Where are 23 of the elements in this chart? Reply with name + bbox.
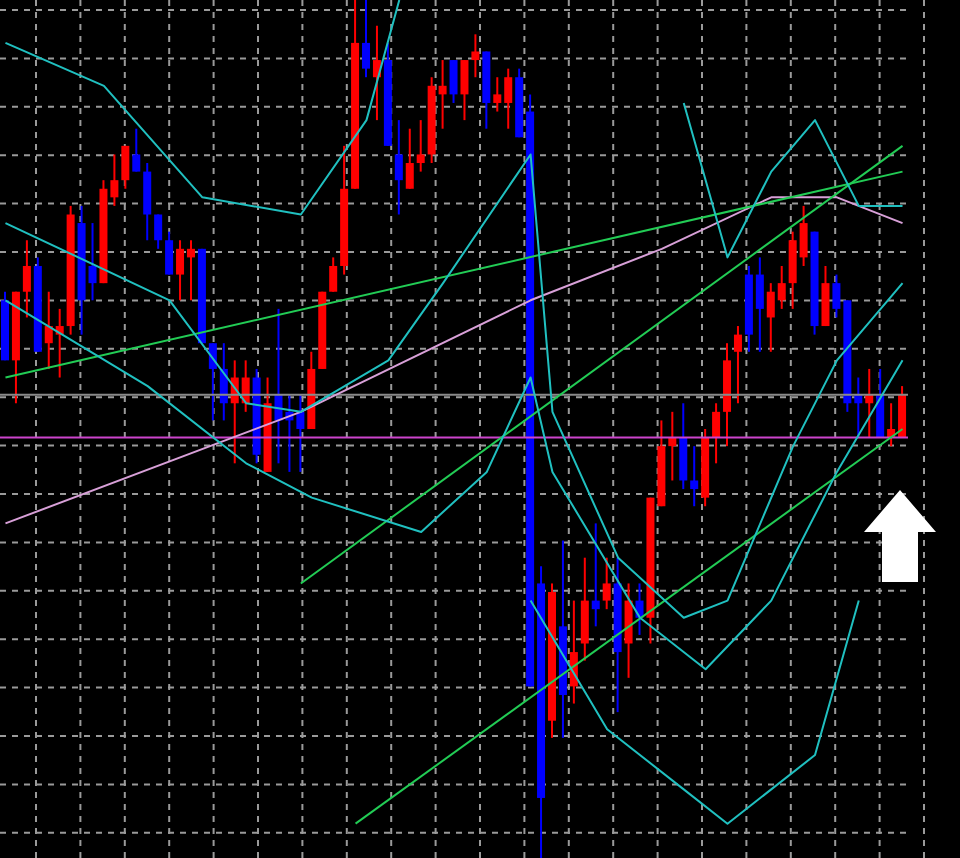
candlestick bbox=[143, 162, 152, 242]
candlestick bbox=[449, 59, 458, 104]
candlestick bbox=[733, 325, 742, 405]
candlestick bbox=[679, 402, 688, 491]
candlestick bbox=[471, 33, 480, 79]
candlestick bbox=[132, 127, 141, 173]
candlestick bbox=[602, 556, 611, 611]
candlestick bbox=[580, 556, 589, 662]
candlestick bbox=[165, 230, 174, 276]
candlestick bbox=[394, 119, 403, 216]
candlestick bbox=[405, 127, 414, 190]
candlestick bbox=[712, 402, 721, 465]
candlestick bbox=[821, 264, 830, 328]
candlestick bbox=[460, 59, 469, 122]
candlestick bbox=[591, 522, 600, 628]
candlestick bbox=[154, 213, 163, 250]
candlestick bbox=[416, 119, 425, 173]
candlestick bbox=[624, 582, 633, 679]
candlestick bbox=[22, 239, 31, 319]
candlestick bbox=[329, 256, 338, 293]
candlestick bbox=[121, 144, 130, 190]
candlestick bbox=[690, 445, 699, 508]
candlestick bbox=[362, 0, 371, 79]
